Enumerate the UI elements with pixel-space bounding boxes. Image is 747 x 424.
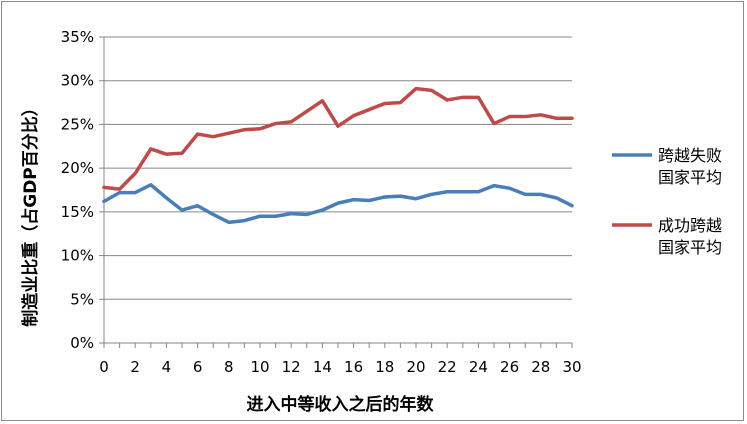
- x-tick-label: 26: [500, 358, 519, 376]
- x-tick-label: 28: [531, 358, 550, 376]
- legend-label-1: 跨越失败: [658, 146, 722, 165]
- x-tick-label: 16: [344, 358, 363, 376]
- series-line-2: [102, 86, 574, 191]
- y-axis-title: 制造业比重（占GDP百分比）: [20, 99, 41, 327]
- legend-label-2: 成功跨越: [658, 216, 722, 235]
- y-tick-label: 5%: [70, 290, 94, 308]
- y-tick-label: 0%: [70, 334, 94, 352]
- x-axis-title: 进入中等收入之后的年数: [247, 394, 435, 415]
- series-layer: [102, 86, 574, 225]
- x-tick-label: 20: [406, 358, 425, 376]
- legend-label-1: 国家平均: [658, 168, 722, 187]
- y-tick-label: 35%: [61, 28, 94, 46]
- x-tick-label: 12: [282, 358, 301, 376]
- gridlines: [99, 36, 572, 344]
- y-tick-label: 20%: [61, 159, 94, 177]
- x-tick-label: 10: [250, 358, 269, 376]
- x-tick-label: 2: [130, 358, 140, 376]
- x-tick-label: 4: [162, 358, 172, 376]
- y-tick-label: 30%: [61, 72, 94, 90]
- x-tick-label: 18: [375, 358, 394, 376]
- x-tick-label: 0: [99, 358, 109, 376]
- x-tick-label: 8: [224, 358, 234, 376]
- x-tick-label: 6: [193, 358, 203, 376]
- y-tick-label: 15%: [61, 203, 94, 221]
- series-line-1: [102, 183, 574, 225]
- y-tick-label: 25%: [61, 115, 94, 133]
- y-tick-label: 10%: [61, 247, 94, 265]
- y-axis-ticks: 0% 5% 10% 15% 20% 25% 30% 35%: [61, 28, 94, 352]
- x-tick-label: 14: [313, 358, 332, 376]
- axes: [103, 37, 573, 348]
- x-tick-label: 22: [438, 358, 457, 376]
- x-tick-label: 30: [562, 358, 581, 376]
- legend-label-2: 国家平均: [658, 238, 722, 257]
- x-axis-ticks: 0 2 4 6 8 10 12 14 16 18 20 22 24 26 28 30: [99, 358, 581, 376]
- x-tick-label: 24: [469, 358, 488, 376]
